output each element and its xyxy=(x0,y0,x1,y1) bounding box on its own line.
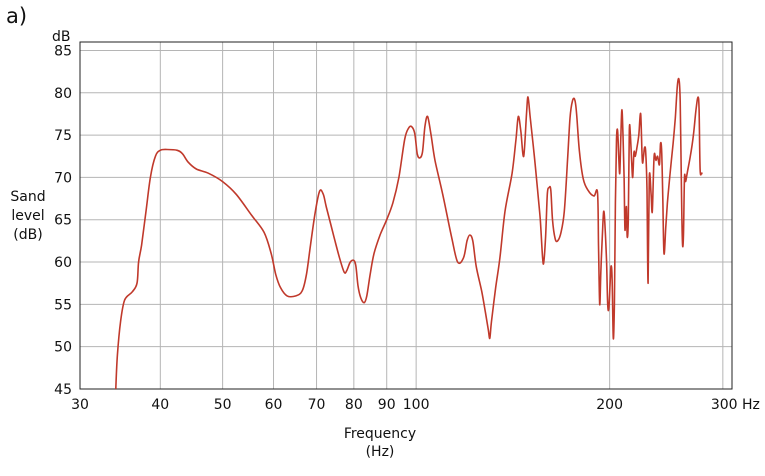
x-tick-label-300: 300 Hz xyxy=(711,397,760,413)
y-axis-label-line-3: (dB) xyxy=(13,227,43,243)
y-axis-label-line-1: Sand xyxy=(10,189,46,205)
y-tick-labels: 45 50 55 60 65 70 75 80 85 xyxy=(54,43,72,398)
x-tick-label-60: 60 xyxy=(265,397,283,413)
x-tick-label-70: 70 xyxy=(308,397,326,413)
y-axis-label: Sand level (dB) xyxy=(4,188,52,245)
y-tick-label-60: 60 xyxy=(54,255,72,271)
y-tick-label-45: 45 xyxy=(54,382,72,398)
y-tick-label-55: 55 xyxy=(54,297,72,313)
sand-level-curve xyxy=(115,77,703,390)
y-tick-label-75: 75 xyxy=(54,128,72,144)
x-tick-label-100: 100 xyxy=(403,397,430,413)
x-tick-label-80: 80 xyxy=(345,397,363,413)
x-tick-label-30: 30 xyxy=(71,397,89,413)
y-tick-label-50: 50 xyxy=(54,340,72,356)
x-tick-label-50: 50 xyxy=(214,397,232,413)
x-tick-label-90: 90 xyxy=(378,397,396,413)
plot-frame xyxy=(79,41,733,390)
x-axis-label-line-2: (Hz) xyxy=(365,444,395,460)
y-tick-label-80: 80 xyxy=(54,86,72,102)
x-axis-label: Frequency (Hz) xyxy=(330,425,430,461)
x-tick-label-200: 200 xyxy=(596,397,623,413)
grid-lines xyxy=(80,42,732,389)
y-axis-label-line-2: level xyxy=(11,208,45,224)
y-tick-label-65: 65 xyxy=(54,213,72,229)
x-tick-labels: 30 40 50 60 70 80 90 100 200 300 Hz xyxy=(71,397,760,413)
y-tick-label-85: 85 xyxy=(54,43,72,59)
y-tick-label-70: 70 xyxy=(54,170,72,186)
x-axis-label-line-1: Frequency xyxy=(343,426,417,442)
panel-label: a) xyxy=(6,4,28,28)
y-unit-label: dB xyxy=(52,29,71,45)
x-tick-label-40: 40 xyxy=(151,397,169,413)
